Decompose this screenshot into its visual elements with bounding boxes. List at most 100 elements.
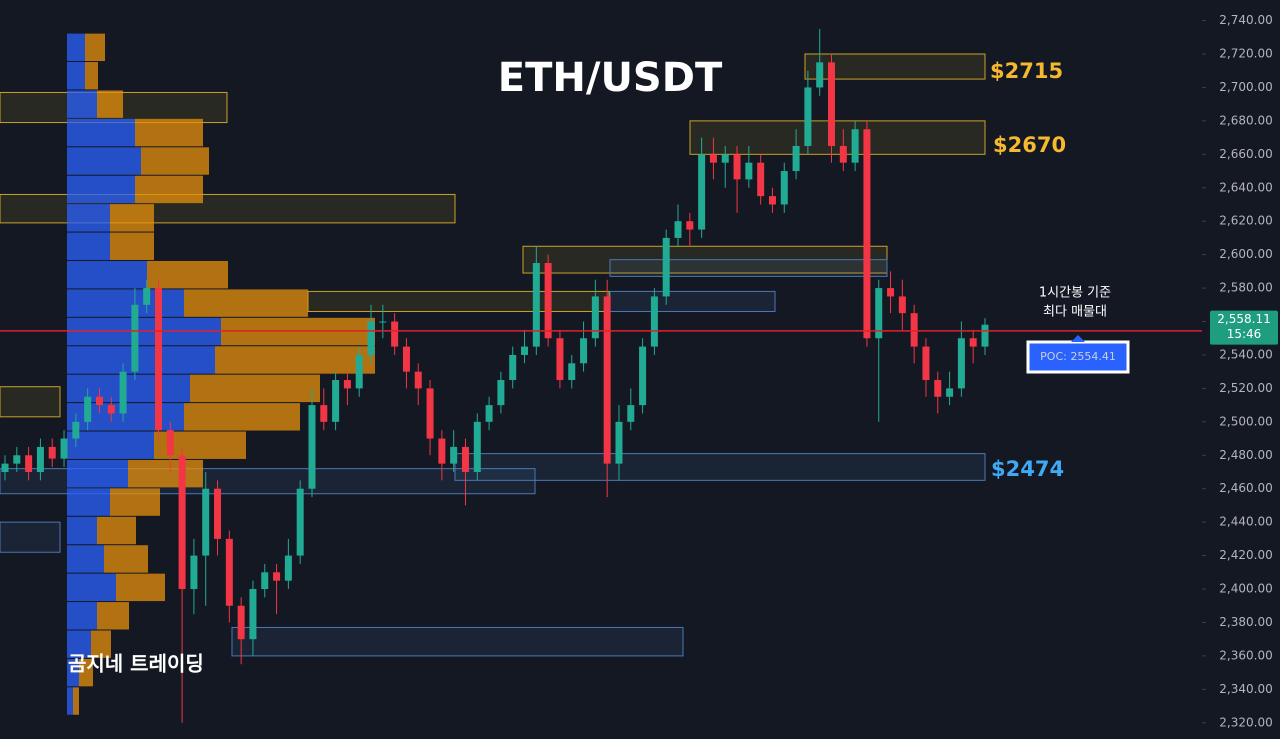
profile-sell (85, 62, 98, 90)
y-tick-label: 2,360.00 (1219, 648, 1272, 662)
candle-body (934, 380, 942, 397)
candle-body (509, 354, 517, 381)
profile-sell (116, 573, 165, 602)
y-tick-label: 2,640.00 (1219, 180, 1272, 194)
candle-body (284, 555, 292, 581)
y-tick-label: 2,720.00 (1219, 47, 1272, 61)
candle-body (332, 380, 340, 422)
y-tick-label: 2,660.00 (1219, 147, 1272, 161)
candle-body (426, 388, 434, 439)
candle-body (367, 321, 375, 355)
candle-body (544, 262, 552, 339)
candle-body (1, 463, 9, 472)
candle-body (804, 87, 812, 146)
candle-body (709, 154, 717, 163)
candle-body (615, 421, 623, 464)
y-tick-label: 2,680.00 (1219, 113, 1272, 127)
zone (609, 259, 888, 277)
annotation: $2715 (990, 59, 1063, 83)
price-tag-label: 2,558.11 (1217, 312, 1270, 326)
price-tag-time: 15:46 (1227, 327, 1262, 341)
candle-body (898, 296, 906, 314)
profile-sell (110, 204, 154, 232)
profile-buy (67, 346, 215, 374)
poc-label: POC: 2554.41 (1040, 350, 1116, 363)
profile-sell (190, 374, 320, 403)
candle-body (887, 288, 895, 297)
profile-sell (104, 545, 148, 573)
profile-buy (67, 147, 141, 175)
profile-buy (67, 545, 104, 573)
candle-body (745, 162, 753, 180)
profile-sell (135, 175, 203, 204)
zone (609, 290, 776, 312)
profile-sell (110, 232, 154, 260)
candle-body (308, 405, 316, 489)
candle-body (733, 154, 741, 180)
candle-body (237, 605, 245, 640)
poc-box (1026, 340, 1130, 374)
y-tick-label: 2,520.00 (1219, 381, 1272, 395)
zone (689, 120, 986, 155)
candle-body (107, 405, 115, 414)
candle-body (48, 446, 56, 459)
profile-sell (91, 630, 111, 658)
candle-body (568, 363, 576, 381)
candle-body (72, 421, 80, 439)
candle-body (698, 154, 706, 230)
price-tag (1210, 310, 1278, 345)
candle-body (875, 288, 883, 339)
candle-body (969, 338, 977, 347)
y-tick-label: 2,440.00 (1219, 515, 1272, 529)
profile-sell (147, 260, 228, 289)
candle-body (721, 154, 729, 163)
y-tick-label: 2,500.00 (1219, 414, 1272, 428)
y-tick-label: 2,420.00 (1219, 548, 1272, 562)
candle-body (84, 396, 92, 422)
candle-body (143, 288, 151, 305)
candle-body (473, 421, 481, 472)
candle-body (839, 145, 847, 163)
candle-body (379, 321, 387, 323)
annotation: 최다 매물대 (1043, 305, 1107, 320)
candle-body (828, 62, 836, 146)
profile-buy (67, 488, 110, 516)
annotation: 1시간봉 기준 (1039, 286, 1111, 301)
y-tick-label: 2,600.00 (1219, 247, 1272, 261)
candle-body (273, 572, 281, 581)
profile-buy (67, 118, 135, 147)
candle-body (863, 129, 871, 339)
candle-body (639, 346, 647, 406)
candle-body (627, 405, 635, 422)
candle-body (119, 371, 127, 414)
candle-body (521, 346, 529, 355)
chart-title: ETH/USDT (498, 55, 723, 101)
profile-buy (67, 516, 97, 545)
zone (231, 626, 684, 657)
candle-body (154, 288, 162, 431)
candle-body (580, 338, 588, 364)
profile-buy (67, 175, 135, 204)
watermark: 곰지네 트레이딩 (68, 652, 204, 676)
profile-buy (67, 431, 154, 459)
y-tick-label: 2,540.00 (1219, 347, 1272, 361)
candle-body (532, 262, 540, 347)
candle-body (95, 396, 103, 406)
zone (0, 386, 61, 418)
candle-body (816, 62, 824, 88)
candle-body (957, 338, 965, 389)
candle-body (13, 455, 21, 464)
candle-body (780, 171, 788, 205)
poc-pointer (1071, 335, 1085, 342)
profile-sell (85, 33, 105, 62)
candle-body (556, 338, 564, 381)
candle-body (922, 346, 930, 381)
profile-sell (73, 687, 79, 715)
candle-body (461, 446, 469, 472)
annotation: $2670 (993, 133, 1066, 157)
profile-sell (184, 403, 300, 431)
profile-buy (67, 687, 73, 715)
profile-sell (135, 118, 203, 147)
zone (307, 290, 610, 312)
profile-sell (97, 516, 136, 545)
